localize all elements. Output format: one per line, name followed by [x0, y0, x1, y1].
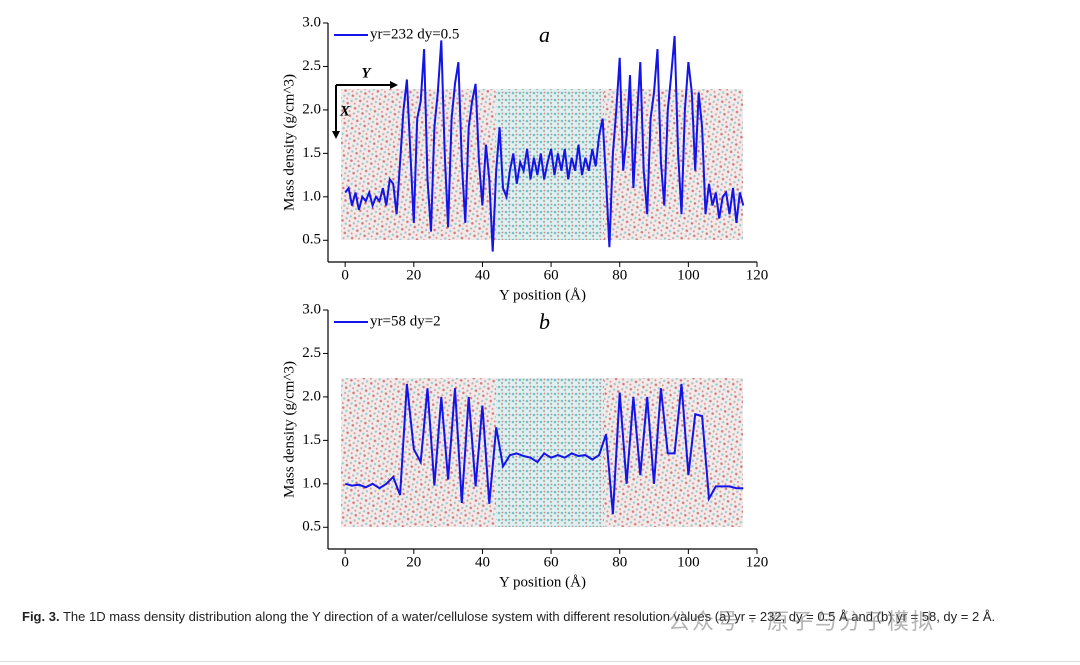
- y-tick-label: 2.5: [302, 58, 321, 74]
- annotation: X: [339, 103, 351, 119]
- y-tick-label: 2.0: [302, 388, 321, 404]
- x-tick-label: 60: [544, 554, 559, 570]
- data-line: [344, 383, 744, 515]
- y-tick-label: 0.5: [302, 519, 321, 535]
- x-tick-label: 120: [746, 267, 769, 283]
- separator: [0, 661, 1080, 662]
- x-tick-label: 20: [406, 554, 421, 570]
- panel-label: b: [539, 309, 550, 334]
- x-tick-label: 100: [677, 267, 700, 283]
- x-tick-label: 20: [406, 267, 421, 283]
- y-axis-label: Mass density (g/cm^3): [281, 74, 297, 211]
- caption: Fig. 3. The 1D mass density distribution…: [22, 609, 995, 624]
- y-tick-label: 2.0: [302, 101, 321, 117]
- y-axis-label: Mass density (g/cm^3): [281, 361, 297, 498]
- panel-label: a: [539, 22, 550, 47]
- y-tick-label: 1.0: [302, 188, 321, 204]
- x-tick-label: 80: [612, 554, 627, 570]
- y-tick-label: 2.5: [302, 345, 321, 361]
- y-tick-label: 3.0: [302, 301, 321, 317]
- x-tick-label: 0: [341, 267, 349, 283]
- x-tick-label: 120: [746, 554, 769, 570]
- x-axis-label: Y position (Å): [499, 574, 586, 590]
- x-tick-label: 80: [612, 267, 627, 283]
- x-tick-label: 40: [475, 267, 490, 283]
- x-tick-label: 60: [544, 267, 559, 283]
- watermark: 公众号 · 原子与分子模拟: [668, 610, 935, 635]
- x-tick-label: 0: [341, 554, 349, 570]
- y-tick-label: 3.0: [302, 14, 321, 30]
- legend-label: yr=232 dy=0.5: [370, 26, 459, 42]
- x-axis-label: Y position (Å): [499, 287, 586, 303]
- y-tick-label: 1.0: [302, 475, 321, 491]
- y-tick-label: 0.5: [302, 232, 321, 248]
- annotation: Y: [361, 65, 372, 81]
- x-tick-label: 40: [475, 554, 490, 570]
- y-tick-label: 1.5: [302, 145, 321, 161]
- arrow-head: [332, 131, 340, 139]
- figure: 0.5 1.0 1.5 2.0 2.5 3.0 0 20 40 60 80 100 120 Y posit…: [281, 14, 769, 590]
- y-tick-label: 1.5: [302, 432, 321, 448]
- caption-label: Fig. 3.: [22, 609, 60, 624]
- arrow-head: [390, 81, 398, 89]
- legend-label: yr=58 dy=2: [370, 313, 441, 329]
- caption-text: The 1D mass density distribution along t…: [62, 609, 996, 624]
- data-line: [344, 35, 745, 252]
- x-tick-label: 100: [677, 554, 700, 570]
